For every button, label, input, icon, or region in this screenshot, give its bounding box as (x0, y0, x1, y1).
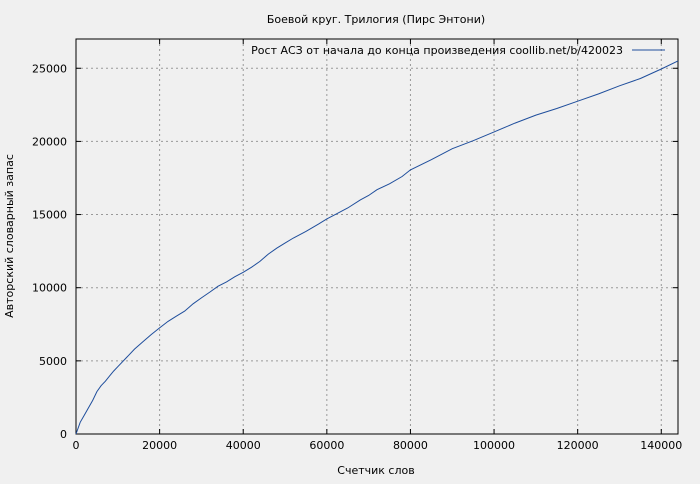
chart-title: Боевой круг. Трилогия (Пирс Энтони) (267, 13, 485, 26)
y-tick-label: 20000 (32, 135, 67, 148)
x-tick-label: 120000 (557, 439, 599, 452)
x-tick-label: 80000 (393, 439, 428, 452)
y-tick-label: 0 (60, 428, 67, 441)
x-tick-label: 140000 (640, 439, 682, 452)
grid-lines (76, 39, 678, 434)
y-tick-label: 10000 (32, 282, 67, 295)
x-tick-label: 100000 (473, 439, 515, 452)
plot-area-frame (75, 38, 679, 435)
series-line (75, 60, 679, 435)
y-tick-label: 5000 (39, 355, 67, 368)
x-tick-label: 0 (73, 439, 80, 452)
legend: Рост АСЗ от начала до конца произведения… (251, 44, 665, 57)
axis-ticks: 0 20000 40000 60000 80000 100000 120000 140000 0… (32, 39, 682, 452)
legend-label: Рост АСЗ от начала до конца произведения… (251, 44, 623, 57)
x-tick-label: 40000 (226, 439, 261, 452)
x-tick-label: 20000 (142, 439, 177, 452)
x-axis-label: Счетчик слов (337, 464, 414, 477)
y-tick-label: 25000 (32, 62, 67, 75)
y-tick-label: 15000 (32, 209, 67, 222)
y-axis-label: Авторский словарный запас (3, 154, 16, 318)
x-tick-label: 60000 (309, 439, 344, 452)
series-group (75, 60, 679, 435)
